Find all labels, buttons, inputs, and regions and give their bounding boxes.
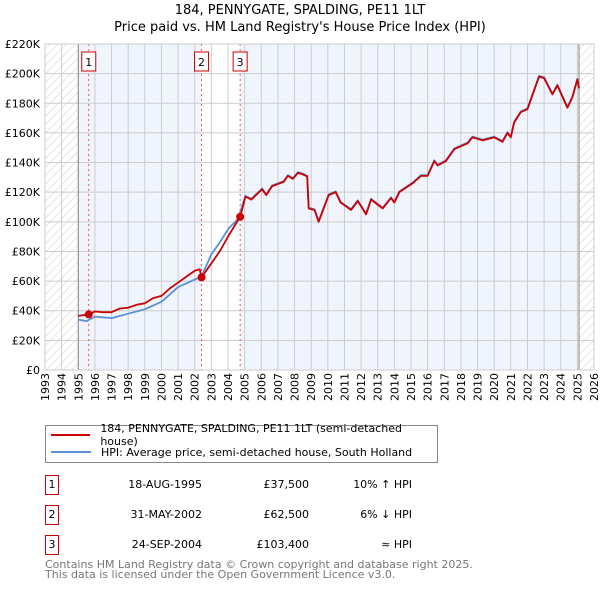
x-tick-label: 2005: [239, 373, 252, 401]
sale-point: [197, 273, 206, 282]
x-tick-label: 2007: [272, 373, 285, 401]
y-tick-label: £100K: [5, 216, 41, 229]
x-tick-label: 2008: [289, 373, 302, 401]
transaction-price: £62,500: [263, 508, 310, 521]
legend-label: 184, PENNYGATE, SPALDING, PE11 1LT (semi…: [100, 422, 402, 448]
transaction-price: £103,400: [256, 538, 310, 551]
x-tick-label: 2001: [172, 373, 185, 401]
chart-subtitle: Price paid vs. HM Land Registry's House …: [114, 20, 486, 35]
x-tick-label: 2021: [505, 373, 518, 401]
x-tick-label: 1996: [89, 373, 102, 401]
sale-label-box: [194, 51, 210, 72]
x-tick-label: 2014: [388, 373, 401, 401]
x-tick-label: 2015: [405, 373, 418, 401]
y-tick-label: £60K: [12, 275, 41, 288]
red-line-swatch: [51, 434, 91, 436]
shaded-period-3: [240, 44, 580, 370]
y-tick-label: £120K: [5, 186, 41, 199]
footer-line-1: Contains HM Land Registry data © Crown c…: [45, 558, 473, 571]
hatched-no-data-right: [579, 44, 594, 370]
x-tick-label: 1993: [39, 373, 52, 401]
y-tick-label: £200K: [5, 68, 41, 81]
legend-item-hpi: HPI: Average price, semi-detached house,…: [46, 444, 412, 460]
sale-label: 1: [85, 56, 92, 69]
x-tick-label: 2012: [355, 373, 368, 401]
transaction-hpi: 10% ↑ HPI: [353, 478, 412, 491]
x-tick-label: 2017: [438, 373, 451, 401]
y-tick-label: £20K: [12, 334, 41, 347]
transaction-hpi: ≈ HPI: [381, 538, 412, 551]
x-tick-label: 2000: [155, 373, 168, 401]
x-tick-label: 2003: [205, 373, 218, 401]
x-tick-label: 2023: [538, 373, 551, 401]
sale-point: [236, 212, 245, 221]
x-tick-label: 2018: [455, 373, 468, 401]
sale-point: [84, 310, 93, 319]
sale-label-box: [232, 51, 248, 72]
x-tick-label: 2009: [305, 373, 318, 401]
x-tick-label: 2002: [189, 373, 202, 401]
sale-label: 3: [237, 56, 244, 69]
chart-title: 184, PENNYGATE, SPALDING, PE11 1LT: [174, 3, 426, 18]
plot-border: [44, 43, 595, 371]
x-tick-label: 2011: [338, 373, 351, 401]
transaction-row: 3 24-SEP-2004 £103,400 ≈ HPI: [45, 535, 600, 555]
transaction-date: 24-SEP-2004: [131, 538, 202, 551]
sale-label-box: [81, 51, 97, 72]
x-tick-label: 1999: [139, 373, 152, 401]
transaction-number: 3: [45, 535, 59, 555]
y-tick-label: £80K: [12, 245, 41, 258]
y-tick-label: £160K: [5, 127, 41, 140]
x-tick-label: 2010: [322, 373, 335, 401]
transaction-date: 18-AUG-1995: [128, 478, 202, 491]
y-tick-label: £220K: [5, 38, 41, 51]
transaction-date: 31-MAY-2002: [130, 508, 202, 521]
x-tick-label: 2004: [222, 373, 235, 401]
blue-line-swatch: [51, 451, 91, 453]
transaction-price: £37,500: [263, 478, 310, 491]
x-tick-label: 1998: [122, 373, 135, 401]
price-chart: 1993 1994 1995 1996 1997 1998 1999 2000 2001 2002…: [5, 38, 600, 401]
x-tick-label: 1997: [106, 373, 119, 401]
legend: 184, PENNYGATE, SPALDING, PE11 1LT (semi…: [45, 422, 438, 463]
x-tick-label: 2026: [588, 373, 600, 401]
legend-label: HPI: Average price, semi-detached house,…: [101, 445, 413, 459]
x-tick-label: 2022: [521, 373, 534, 401]
transaction-row: 1 18-AUG-1995 £37,500 10% ↑ HPI: [45, 475, 600, 495]
property-price-line: [78, 75, 580, 317]
x-tick-label: 1994: [56, 373, 69, 401]
x-tick-label: 2024: [555, 373, 568, 401]
transaction-hpi: 6% ↓ HPI: [360, 508, 412, 521]
transaction-number: 1: [45, 475, 59, 495]
y-tick-label: £140K: [5, 157, 41, 170]
x-tick-label: 2020: [488, 373, 501, 401]
footer-line-2: This data is licensed under the Open Gov…: [45, 568, 396, 581]
x-tick-label: 2016: [422, 373, 435, 401]
transaction-row: 2 31-MAY-2002 £62,500 6% ↓ HPI: [45, 505, 600, 525]
x-tick-label: 2006: [255, 373, 268, 401]
shaded-period-1: [78, 44, 202, 370]
x-tick-label: 2025: [571, 373, 584, 401]
x-tick-label: 1995: [72, 373, 85, 401]
y-tick-label: £0: [26, 364, 40, 377]
x-tick-label: 2013: [372, 373, 385, 401]
y-tick-label: £40K: [12, 305, 41, 318]
transaction-number: 2: [45, 505, 59, 525]
x-tick-label: 2019: [472, 373, 485, 401]
legend-item-property: 184, PENNYGATE, SPALDING, PE11 1LT (semi…: [46, 422, 437, 448]
footer: Contains HM Land Registry data © Crown c…: [45, 558, 473, 581]
y-tick-label: £180K: [5, 97, 41, 110]
sale-label: 2: [198, 56, 205, 69]
